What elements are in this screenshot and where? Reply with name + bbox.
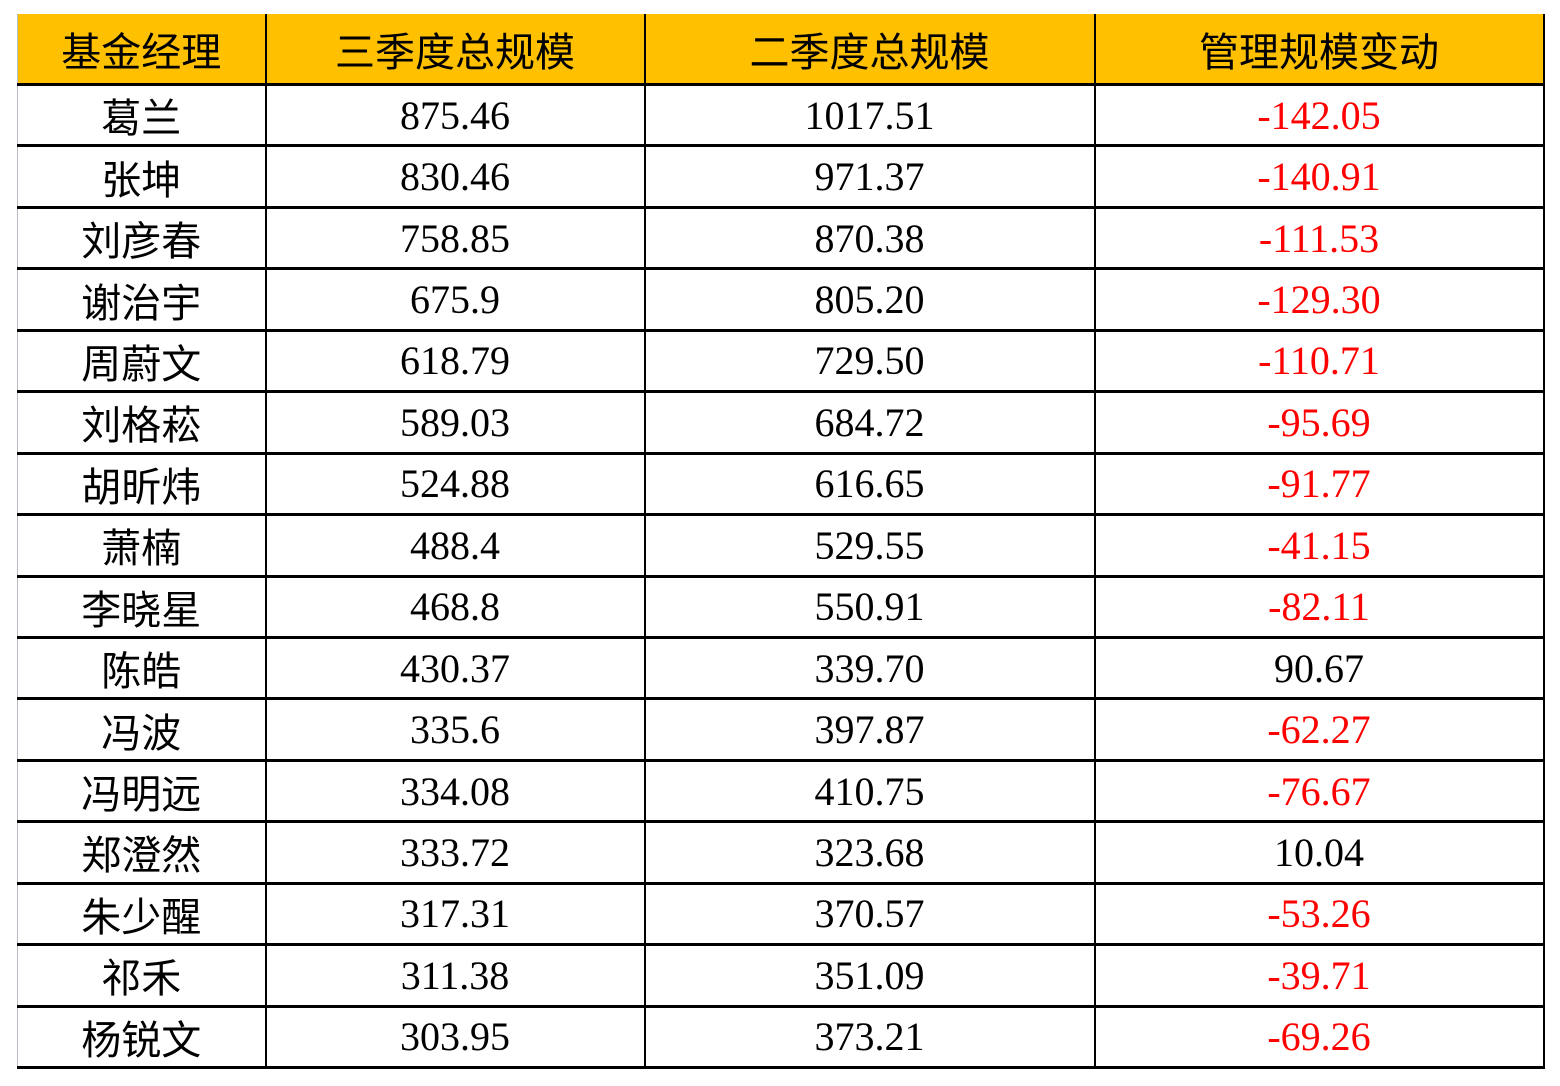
q3-scale-cell: 468.8 — [264, 574, 646, 639]
table-row: 胡昕炜 524.88 616.65 -91.77 — [17, 451, 1545, 517]
table-row: 杨锐文 303.95 373.21 -69.26 — [17, 1004, 1545, 1070]
table-row: 刘彦春 758.85 870.38 -111.53 — [17, 205, 1545, 271]
q2-scale-cell: 550.91 — [643, 574, 1096, 639]
q3-scale-cell: 830.46 — [264, 144, 646, 209]
q2-scale-cell: 971.37 — [643, 144, 1096, 209]
manager-name-cell: 杨锐文 — [17, 1004, 267, 1070]
q2-scale-cell: 529.55 — [643, 513, 1096, 578]
q3-scale-cell: 488.4 — [264, 513, 646, 578]
table-row: 冯波 335.6 397.87 -62.27 — [17, 697, 1545, 762]
q3-scale-cell: 589.03 — [264, 390, 646, 455]
scale-change-cell: -91.77 — [1093, 451, 1545, 517]
scale-change-cell: -39.71 — [1093, 943, 1545, 1008]
scale-change-cell: -110.71 — [1093, 328, 1545, 394]
table-row: 郑澄然 333.72 323.68 10.04 — [17, 820, 1545, 885]
table-row: 谢治宇 675.9 805.20 -129.30 — [17, 267, 1545, 332]
scale-change-cell: -129.30 — [1093, 267, 1545, 332]
manager-name-cell: 刘格菘 — [17, 390, 267, 455]
manager-name-cell: 谢治宇 — [17, 267, 267, 332]
scale-change-cell: -76.67 — [1093, 758, 1545, 824]
col-header-manager: 基金经理 — [17, 14, 267, 86]
q3-scale-cell: 875.46 — [264, 82, 646, 148]
q3-scale-cell: 758.85 — [264, 205, 646, 271]
scale-change-cell: 90.67 — [1093, 635, 1545, 701]
col-header-q3-scale: 三季度总规模 — [264, 14, 646, 86]
manager-name-cell: 冯明远 — [17, 758, 267, 824]
q2-scale-cell: 870.38 — [643, 205, 1096, 271]
q2-scale-cell: 339.70 — [643, 635, 1096, 701]
manager-name-cell: 郑澄然 — [17, 820, 267, 885]
manager-name-cell: 李晓星 — [17, 574, 267, 639]
scale-change-cell: -62.27 — [1093, 697, 1545, 762]
q2-scale-cell: 410.75 — [643, 758, 1096, 824]
table-row: 祁禾 311.38 351.09 -39.71 — [17, 943, 1545, 1008]
table-row: 冯明远 334.08 410.75 -76.67 — [17, 758, 1545, 824]
scale-change-cell: -140.91 — [1093, 144, 1545, 209]
scale-change-cell: -69.26 — [1093, 1004, 1545, 1070]
q3-scale-cell: 317.31 — [264, 881, 646, 947]
manager-name-cell: 葛兰 — [17, 82, 267, 148]
scale-change-cell: -41.15 — [1093, 513, 1545, 578]
table-row: 朱少醒 317.31 370.57 -53.26 — [17, 881, 1545, 947]
q2-scale-cell: 397.87 — [643, 697, 1096, 762]
q3-scale-cell: 430.37 — [264, 635, 646, 701]
fund-manager-table: 基金经理 三季度总规模 二季度总规模 管理规模变动 葛兰 875.46 1017… — [17, 14, 1545, 1070]
scale-change-cell: -111.53 — [1093, 205, 1545, 271]
manager-name-cell: 陈皓 — [17, 635, 267, 701]
table-row: 张坤 830.46 971.37 -140.91 — [17, 144, 1545, 209]
manager-name-cell: 张坤 — [17, 144, 267, 209]
table-row: 萧楠 488.4 529.55 -41.15 — [17, 513, 1545, 578]
scale-change-cell: -95.69 — [1093, 390, 1545, 455]
manager-name-cell: 刘彦春 — [17, 205, 267, 271]
q3-scale-cell: 311.38 — [264, 943, 646, 1008]
col-header-scale-change: 管理规模变动 — [1093, 14, 1545, 86]
q3-scale-cell: 675.9 — [264, 267, 646, 332]
q2-scale-cell: 1017.51 — [643, 82, 1096, 148]
table-row: 葛兰 875.46 1017.51 -142.05 — [17, 82, 1545, 148]
q3-scale-cell: 335.6 — [264, 697, 646, 762]
manager-name-cell: 胡昕炜 — [17, 451, 267, 517]
q2-scale-cell: 729.50 — [643, 328, 1096, 394]
q2-scale-cell: 616.65 — [643, 451, 1096, 517]
q3-scale-cell: 334.08 — [264, 758, 646, 824]
manager-name-cell: 萧楠 — [17, 513, 267, 578]
q3-scale-cell: 303.95 — [264, 1004, 646, 1070]
scale-change-cell: 10.04 — [1093, 820, 1545, 885]
manager-name-cell: 朱少醒 — [17, 881, 267, 947]
scale-change-cell: -142.05 — [1093, 82, 1545, 148]
table-row: 陈皓 430.37 339.70 90.67 — [17, 635, 1545, 701]
col-header-q2-scale: 二季度总规模 — [643, 14, 1096, 86]
table-row: 李晓星 468.8 550.91 -82.11 — [17, 574, 1545, 639]
manager-name-cell: 祁禾 — [17, 943, 267, 1008]
q3-scale-cell: 333.72 — [264, 820, 646, 885]
scale-change-cell: -82.11 — [1093, 574, 1545, 639]
manager-name-cell: 周蔚文 — [17, 328, 267, 394]
q2-scale-cell: 373.21 — [643, 1004, 1096, 1070]
q2-scale-cell: 684.72 — [643, 390, 1096, 455]
q2-scale-cell: 323.68 — [643, 820, 1096, 885]
scale-change-cell: -53.26 — [1093, 881, 1545, 947]
manager-name-cell: 冯波 — [17, 697, 267, 762]
header-row: 基金经理 三季度总规模 二季度总规模 管理规模变动 — [17, 14, 1545, 86]
q2-scale-cell: 370.57 — [643, 881, 1096, 947]
q2-scale-cell: 805.20 — [643, 267, 1096, 332]
table-row: 周蔚文 618.79 729.50 -110.71 — [17, 328, 1545, 394]
q3-scale-cell: 524.88 — [264, 451, 646, 517]
q3-scale-cell: 618.79 — [264, 328, 646, 394]
table-row: 刘格菘 589.03 684.72 -95.69 — [17, 390, 1545, 455]
q2-scale-cell: 351.09 — [643, 943, 1096, 1008]
